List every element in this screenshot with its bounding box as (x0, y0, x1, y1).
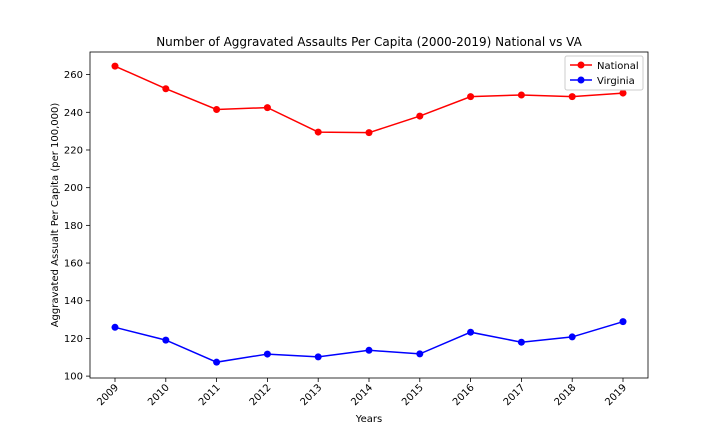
y-tick-label: 260 (64, 70, 83, 81)
y-tick-label: 100 (64, 372, 83, 383)
x-tick-label: 2019 (603, 382, 629, 408)
x-axis-label: Years (355, 414, 382, 425)
x-tick-label: 2011 (197, 382, 223, 408)
legend-virginia-label: Virginia (597, 76, 635, 87)
x-tick-label: 2010 (146, 382, 172, 408)
data-point-national (213, 105, 221, 113)
data-point-virginia (517, 338, 525, 346)
series-line-national (114, 65, 624, 134)
y-axis: 100 120 140 160 180 200 220 240 260 (64, 70, 90, 383)
legend-national-marker (577, 61, 585, 69)
x-tick-label: 2013 (299, 382, 325, 408)
x-tick-label: 2016 (451, 382, 477, 408)
legend-virginia-marker (577, 76, 585, 84)
data-point-virginia (365, 346, 373, 354)
data-point-virginia (213, 358, 221, 366)
x-tick-label: 2017 (502, 382, 528, 408)
data-point-virginia (467, 328, 475, 336)
x-tick-label: 2009 (95, 382, 121, 408)
data-point-virginia (314, 353, 322, 361)
y-tick-label: 120 (64, 334, 83, 345)
y-tick-label: 140 (64, 296, 83, 307)
x-axis: 2009 2010 2011 2012 2013 2014 2015 2016 2017 2018… (95, 378, 629, 408)
x-tick-label: 2018 (553, 382, 579, 408)
data-point-virginia (568, 333, 576, 341)
y-tick-label: 240 (64, 108, 83, 119)
data-point-national (162, 85, 170, 93)
y-tick-label: 160 (64, 259, 83, 270)
y-tick-label: 180 (64, 221, 83, 232)
data-point-national (517, 91, 525, 99)
series-layer (111, 62, 627, 366)
plot-area (89, 51, 649, 379)
data-point-national (619, 89, 627, 97)
data-point-national (263, 104, 271, 112)
data-point-national (365, 129, 373, 137)
data-point-national (314, 128, 322, 136)
chart-title: Number of Aggravated Assaults Per Capita… (156, 35, 582, 49)
data-point-virginia (416, 350, 424, 358)
x-tick-label: 2014 (349, 382, 375, 408)
data-point-national (111, 62, 119, 70)
data-point-national (568, 93, 576, 101)
legend: National Virginia (564, 55, 644, 91)
series-line-virginia (114, 320, 624, 363)
data-point-virginia (162, 336, 170, 344)
data-point-national (467, 93, 475, 101)
y-tick-label: 220 (64, 145, 83, 156)
x-tick-label: 2015 (400, 382, 426, 408)
data-point-virginia (111, 323, 119, 331)
legend-national-label: National (597, 61, 639, 72)
data-point-national (416, 112, 424, 120)
y-tick-label: 200 (64, 183, 83, 194)
y-axis-label: Aggravated Assualt Per Capita (per 100,0… (50, 103, 61, 328)
data-point-virginia (263, 350, 271, 358)
x-tick-label: 2012 (248, 382, 274, 408)
data-point-virginia (619, 318, 627, 326)
